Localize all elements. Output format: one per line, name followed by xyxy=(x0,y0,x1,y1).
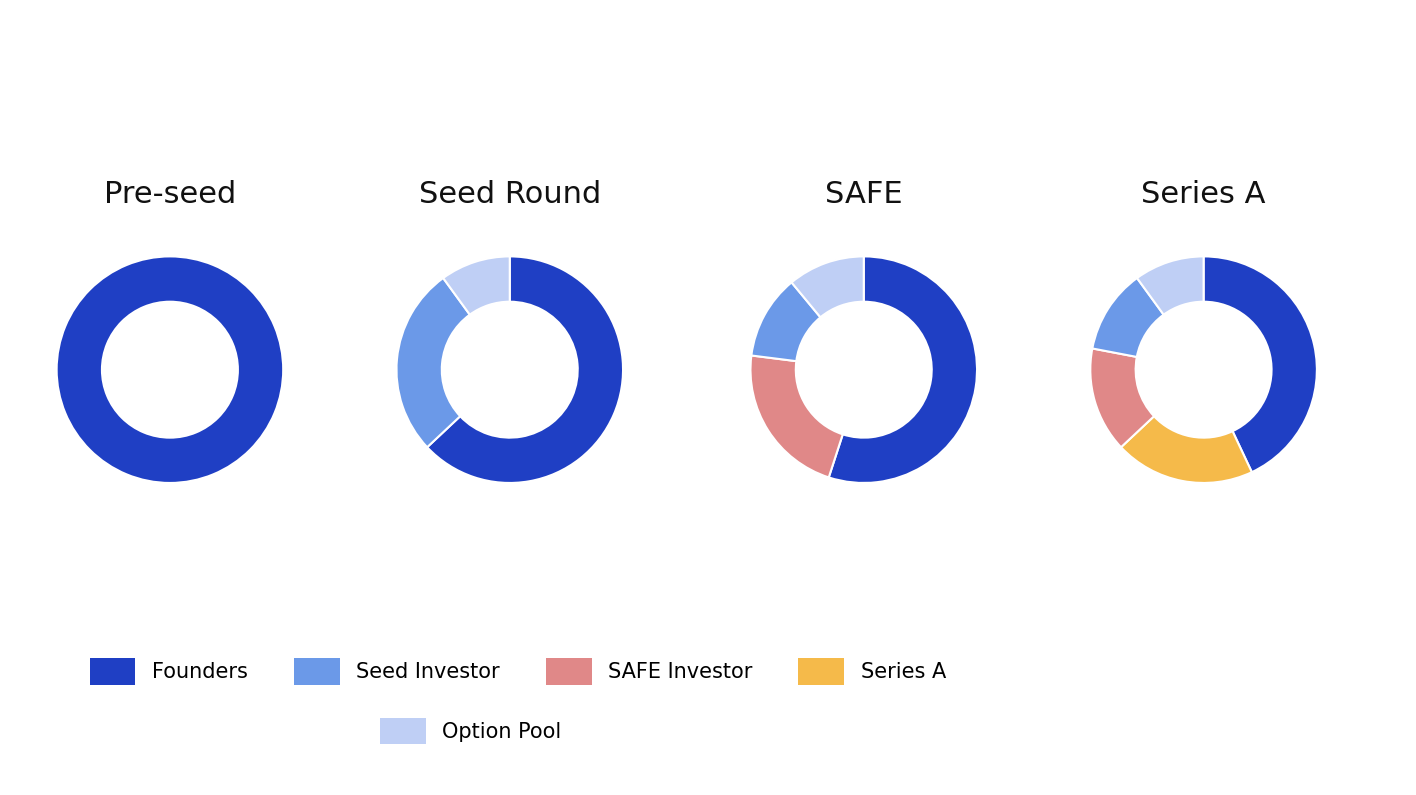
Wedge shape xyxy=(1204,257,1317,472)
Legend: Option Pool: Option Pool xyxy=(371,709,569,753)
Wedge shape xyxy=(428,257,623,483)
Wedge shape xyxy=(1090,348,1154,448)
Wedge shape xyxy=(750,355,843,478)
Title: Series A: Series A xyxy=(1141,180,1266,209)
Wedge shape xyxy=(752,282,820,361)
Wedge shape xyxy=(792,257,864,317)
Wedge shape xyxy=(443,257,510,315)
Title: SAFE: SAFE xyxy=(826,180,902,209)
Title: Pre-seed: Pre-seed xyxy=(103,180,236,209)
Wedge shape xyxy=(1137,257,1204,315)
Legend: Founders, Seed Investor, SAFE Investor, Series A: Founders, Seed Investor, SAFE Investor, … xyxy=(81,650,954,693)
Wedge shape xyxy=(396,278,470,448)
Title: Seed Round: Seed Round xyxy=(419,180,600,209)
Wedge shape xyxy=(828,257,977,483)
Wedge shape xyxy=(1092,278,1164,357)
Wedge shape xyxy=(1121,417,1252,483)
Wedge shape xyxy=(57,257,283,483)
